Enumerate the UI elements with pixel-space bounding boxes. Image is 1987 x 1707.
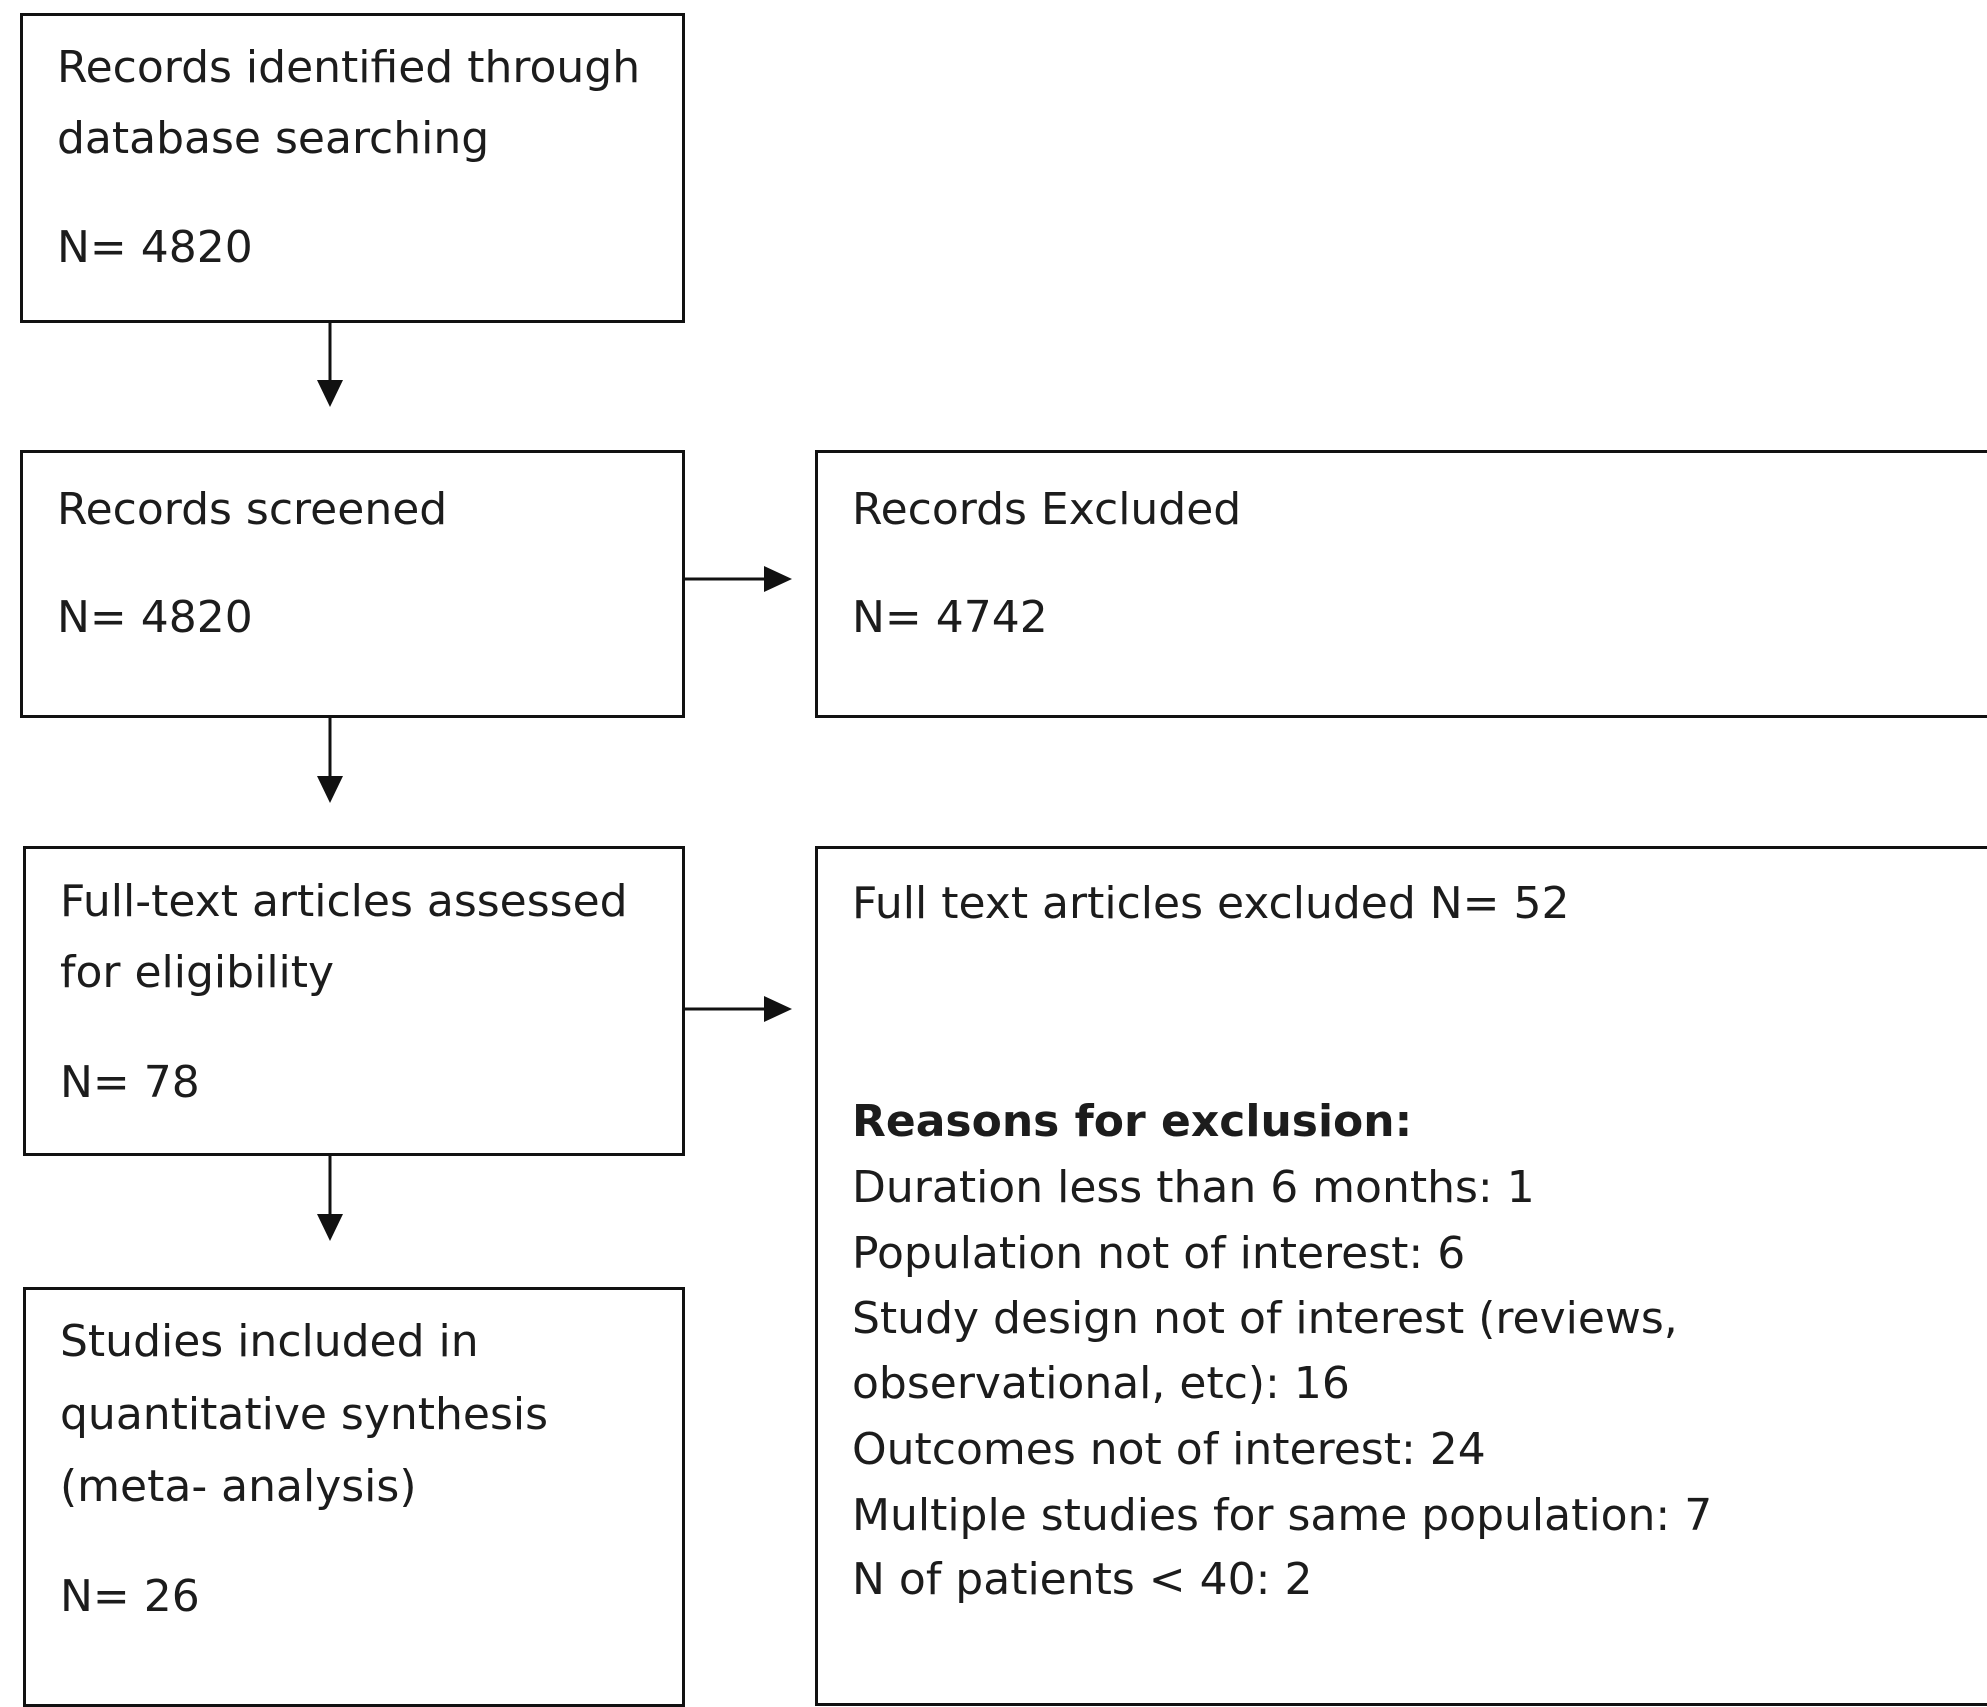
records-excluded-label: Records Excluded xyxy=(852,484,1242,535)
exclusion-reason-multiple-studies: Multiple studies for same population: 7 xyxy=(852,1490,1713,1541)
fulltext-excluded-box xyxy=(815,846,1987,1706)
exclusion-reasons-title: Reasons for exclusion: xyxy=(852,1096,1413,1147)
records-screened-count: N= 4820 xyxy=(57,592,253,643)
studies-included-line3: (meta- analysis) xyxy=(60,1461,417,1512)
exclusion-reason-study-design-cont: observational, etc): 16 xyxy=(852,1358,1350,1409)
fulltext-assessed-line2: for eligibility xyxy=(60,947,335,998)
exclusion-reason-population: Population not of interest: 6 xyxy=(852,1228,1466,1279)
arrowhead-down-3 xyxy=(317,1214,343,1241)
records-screened-box xyxy=(20,450,685,718)
records-identified-count: N= 4820 xyxy=(57,222,253,273)
exclusion-reason-outcomes: Outcomes not of interest: 24 xyxy=(852,1424,1486,1475)
arrowhead-right-1 xyxy=(764,566,792,592)
arrowhead-right-2 xyxy=(764,996,792,1022)
studies-included-box xyxy=(23,1287,685,1707)
arrowhead-down-2 xyxy=(317,776,343,803)
studies-included-line2: quantitative synthesis xyxy=(60,1389,549,1440)
records-excluded-box xyxy=(815,450,1987,718)
records-screened-label: Records screened xyxy=(57,484,448,535)
studies-included-line1: Studies included in xyxy=(60,1316,479,1367)
records-identified-box xyxy=(20,13,685,323)
exclusion-reason-study-design: Study design not of interest (reviews, xyxy=(852,1293,1678,1344)
arrowhead-down-1 xyxy=(317,380,343,407)
records-identified-line2: database searching xyxy=(57,113,490,164)
studies-included-count: N= 26 xyxy=(60,1571,200,1622)
fulltext-assessed-count: N= 78 xyxy=(60,1057,200,1108)
fulltext-excluded-label: Full text articles excluded N= 52 xyxy=(852,878,1570,929)
records-excluded-count: N= 4742 xyxy=(852,592,1048,643)
fulltext-assessed-box xyxy=(23,846,685,1156)
fulltext-assessed-line1: Full-text articles assessed xyxy=(60,876,628,927)
records-identified-line1: Records identified through xyxy=(57,42,641,93)
exclusion-reason-patient-count: N of patients < 40: 2 xyxy=(852,1554,1313,1605)
exclusion-reason-duration: Duration less than 6 months: 1 xyxy=(852,1162,1535,1213)
